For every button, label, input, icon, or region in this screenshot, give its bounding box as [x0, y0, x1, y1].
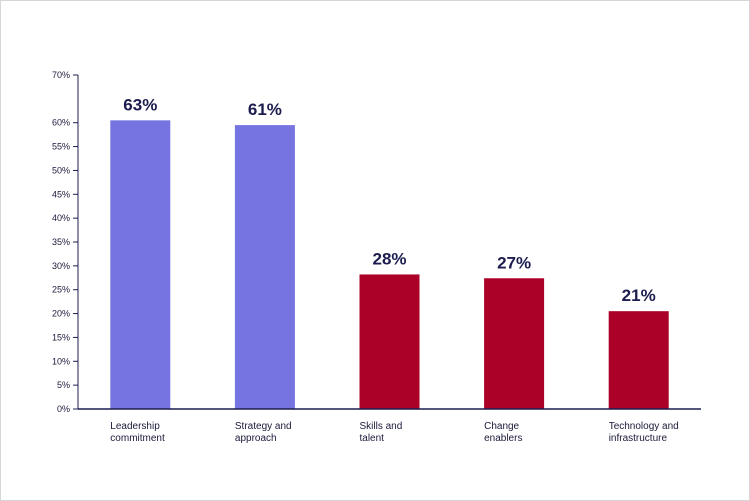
y-tick-label: 55% [52, 142, 70, 152]
data-label: 63% [123, 95, 157, 114]
data-label: 61% [248, 100, 282, 119]
y-tick-label: 0% [57, 404, 70, 414]
x-tick-label: Strategy and [235, 421, 292, 432]
bar [484, 278, 545, 409]
data-label: 21% [622, 286, 656, 305]
x-tick-label: approach [235, 433, 277, 444]
data-labels: 63% 61% 28% 27% 21% [123, 95, 655, 305]
bar [234, 125, 295, 409]
y-tick-label: 20% [52, 309, 70, 319]
y-tick-label: 15% [52, 332, 70, 342]
y-tick-label: 70% [52, 70, 70, 80]
y-tick-label: 45% [52, 189, 70, 199]
y-tick-label: 35% [52, 237, 70, 247]
x-tick-label: Change [484, 421, 519, 432]
data-label: 27% [497, 253, 531, 272]
bar [110, 120, 171, 409]
y-tick-label: 30% [52, 261, 70, 271]
y-axis: 0% 5% 10% 15% 20% 25% 30% 35% 40% 45% 50% 55% 60% 70% [52, 70, 79, 414]
bar [359, 274, 420, 409]
y-tick-label: 25% [52, 285, 70, 295]
x-tick-label: commitment [110, 433, 165, 444]
y-tick-label: 40% [52, 213, 70, 223]
bars [110, 120, 669, 409]
y-tick-label: 50% [52, 165, 70, 175]
x-tick-label: enablers [484, 433, 522, 444]
data-label: 28% [372, 249, 406, 268]
x-tick-label: infrastructure [609, 433, 668, 444]
y-tick-label: 10% [52, 356, 70, 366]
x-tick-label: talent [360, 433, 385, 444]
y-tick-label: 60% [52, 118, 70, 128]
y-tick-label: 5% [57, 380, 70, 390]
bar [608, 311, 669, 409]
x-tick-label: Leadership [110, 421, 160, 432]
x-tick-label: Technology and [609, 421, 679, 432]
x-tick-label: Skills and [360, 421, 403, 432]
